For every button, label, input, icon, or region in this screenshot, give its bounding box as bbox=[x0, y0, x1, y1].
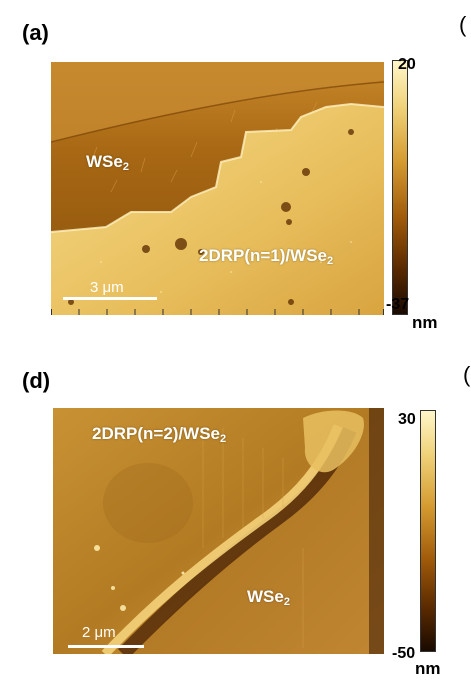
colorbar-min-d: -50 bbox=[392, 645, 416, 662]
panel-label-a: (a) bbox=[22, 20, 49, 45]
panel-label-d: (d) bbox=[22, 368, 51, 393]
region-label-2drp-n1-a: 2DRP(n=1)/WSe2 bbox=[199, 246, 334, 267]
colorbar-d bbox=[420, 410, 436, 652]
colorbar-min-a: -37 bbox=[386, 296, 410, 313]
scale-bar-a bbox=[63, 297, 157, 300]
region-label-wse2-d: WSe2 bbox=[247, 587, 290, 608]
afm-image-a bbox=[51, 62, 384, 315]
scale-bar-label-a: 3 μm bbox=[90, 279, 124, 296]
afm-image-d bbox=[53, 408, 384, 654]
adjacent-panel-label-clipped: ( bbox=[463, 362, 471, 387]
colorbar-unit-d: nm bbox=[415, 659, 441, 678]
region-label-2drp-n2-d: 2DRP(n=2)/WSe2 bbox=[92, 424, 227, 445]
colorbar-a bbox=[392, 60, 408, 315]
region-label-wse2-a: WSe2 bbox=[86, 152, 129, 173]
colorbar-max-d: 30 bbox=[398, 411, 416, 428]
tick-marks-a bbox=[51, 309, 384, 315]
colorbar-unit-a: nm bbox=[412, 313, 438, 332]
afm-topography-d bbox=[53, 408, 384, 654]
adjacent-panel-label-clipped: ( bbox=[459, 12, 467, 37]
afm-topography-a bbox=[51, 62, 384, 315]
colorbar-max-a: 20 bbox=[398, 56, 416, 73]
scale-bar-d bbox=[68, 645, 144, 648]
scale-bar-label-d: 2 μm bbox=[82, 624, 116, 641]
